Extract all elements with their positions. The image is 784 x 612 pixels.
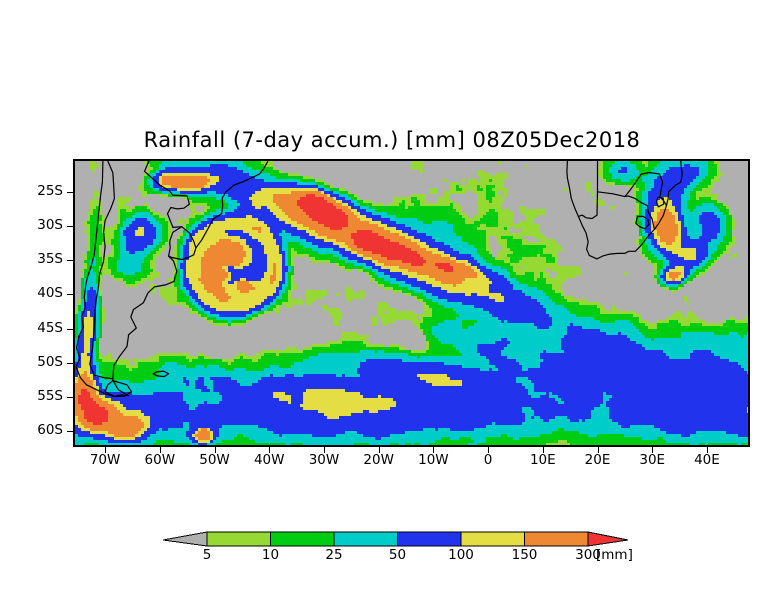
- x-tick: [433, 447, 435, 453]
- x-tick-label: 40W: [253, 452, 285, 468]
- y-tick: [67, 294, 73, 296]
- y-tick: [67, 226, 73, 227]
- y-tick: [67, 191, 73, 193]
- map-plot-area[interactable]: [73, 159, 750, 447]
- x-tick-label: 40E: [694, 452, 720, 468]
- y-tick-label: 50S: [37, 353, 63, 370]
- x-tick-label: 20W: [363, 452, 394, 468]
- y-tick-label: 60S: [37, 422, 63, 439]
- y-tick: [67, 362, 73, 364]
- y-tick-label: 40S: [37, 285, 63, 302]
- x-tick: [159, 447, 161, 453]
- x-tick-label: 10E: [529, 452, 556, 468]
- y-tick-label: 45S: [37, 319, 63, 336]
- x-tick: [597, 447, 599, 453]
- x-tick-label: 20E: [584, 452, 611, 468]
- colorbar-swatch: [333, 531, 398, 547]
- x-tick: [542, 447, 544, 453]
- colorbar-high-extend: [587, 531, 629, 547]
- x-tick-label: 50W: [199, 452, 230, 468]
- colorbar-swatches: [162, 531, 629, 547]
- colorbar-tick-label: 100: [448, 547, 474, 563]
- x-tick: [105, 447, 107, 453]
- y-tick-label: 55S: [37, 388, 63, 405]
- x-tick-label: 70W: [89, 452, 121, 468]
- x-tick-label: 60W: [144, 452, 176, 468]
- y-tick-label: 25S: [37, 182, 63, 199]
- colorbar-tick-label: 50: [388, 547, 407, 563]
- colorbar-tick-label: 25: [325, 547, 343, 563]
- rainfall-raster: [75, 161, 748, 445]
- y-tick: [67, 328, 73, 330]
- x-tick: [323, 447, 325, 453]
- y-tick: [67, 431, 73, 433]
- y-tick-label: 35S: [37, 251, 63, 268]
- colorbar[interactable]: [150, 518, 650, 578]
- y-tick: [67, 397, 73, 399]
- x-tick: [652, 447, 654, 453]
- page-title: Rainfall (7-day accum.) [mm] 08Z05Dec201…: [143, 128, 641, 152]
- colorbar-unit-label: [mm]: [596, 547, 633, 563]
- colorbar-swatch: [206, 531, 271, 547]
- x-tick: [269, 447, 271, 453]
- colorbar-swatch: [460, 531, 525, 547]
- x-tick: [488, 447, 490, 453]
- x-tick-label: 30W: [308, 452, 340, 468]
- coastline-overlay: [75, 161, 683, 397]
- x-tick: [706, 447, 708, 453]
- colorbar-swatch: [270, 531, 335, 547]
- y-tick-label: 30S: [37, 217, 63, 233]
- x-tick: [378, 447, 380, 453]
- colorbar-tick-label: 300: [575, 547, 601, 563]
- x-tick-label: 30E: [639, 452, 666, 468]
- colorbar-tick-label: 5: [202, 547, 212, 563]
- colorbar-low-extend: [162, 531, 208, 547]
- colorbar-swatch: [524, 531, 589, 547]
- colorbar-tick-label: 10: [261, 547, 280, 563]
- x-tick-label: 0: [483, 452, 493, 468]
- colorbar-tick-label: 150: [511, 547, 538, 563]
- y-tick: [67, 260, 73, 262]
- colorbar-swatch: [397, 531, 462, 547]
- x-tick-label: 10W: [418, 452, 449, 468]
- x-tick: [214, 447, 216, 453]
